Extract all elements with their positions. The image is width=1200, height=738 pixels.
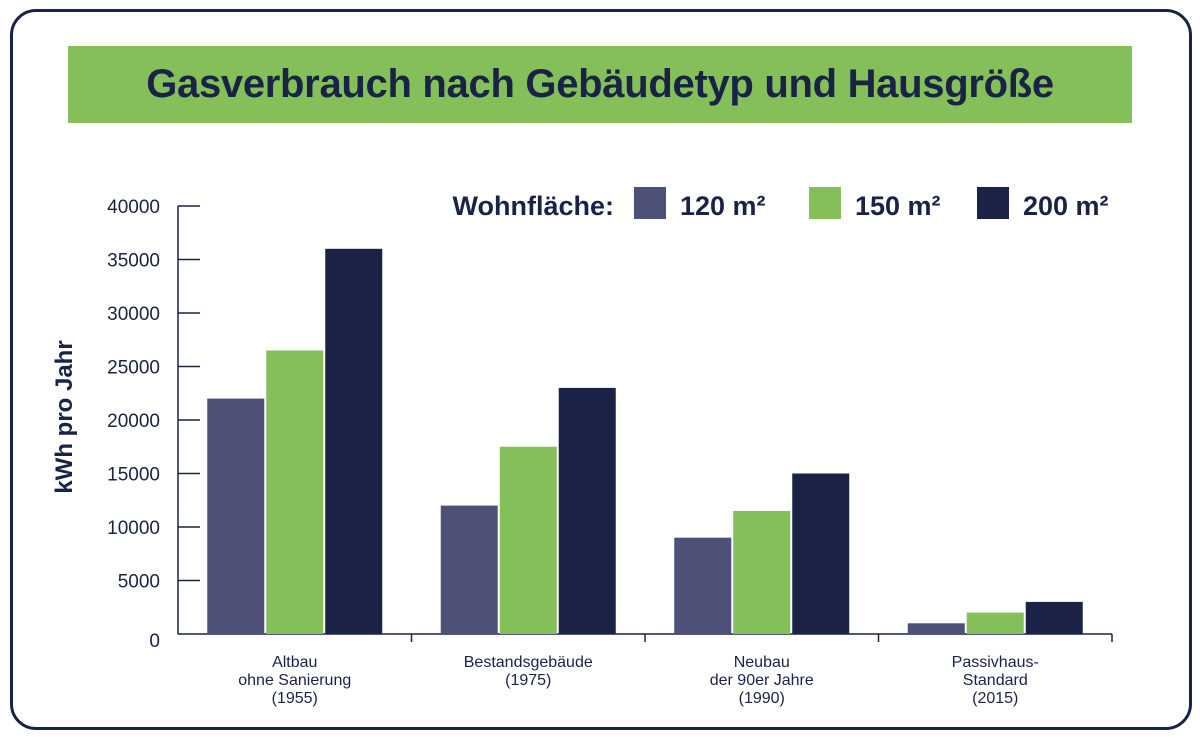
y-tick-label: 0 bbox=[149, 631, 160, 652]
bars bbox=[207, 248, 1083, 635]
legend: Wohnfläche: 120 m² 150 m² 200 m² bbox=[453, 187, 1109, 221]
legend-swatch bbox=[634, 187, 666, 219]
x-axis bbox=[178, 633, 1113, 642]
legend-title: Wohnfläche: bbox=[453, 191, 615, 221]
y-tick-label: 25000 bbox=[107, 358, 160, 379]
legend-swatch bbox=[809, 187, 841, 219]
y-tick-label: 20000 bbox=[107, 411, 160, 432]
y-tick-label: 10000 bbox=[107, 518, 160, 539]
bar bbox=[266, 350, 324, 634]
bar bbox=[325, 248, 383, 635]
title-banner: Gasverbrauch nach Gebäudetyp und Hausgrö… bbox=[68, 46, 1132, 123]
y-axis-title: kWh pro Jahr bbox=[51, 340, 78, 493]
legend-label: 200 m² bbox=[1023, 191, 1109, 221]
bar bbox=[207, 398, 265, 634]
x-category-label: Passivhaus-Standard (2015) bbox=[952, 654, 1039, 707]
category-labels: Altbau ohne Sanierung (1955) Bestandsgebäud… bbox=[238, 654, 1039, 707]
bar bbox=[733, 510, 791, 634]
bar bbox=[499, 446, 557, 634]
x-category-label: Neubau der 90er Jahre (1990) bbox=[710, 654, 814, 707]
bar bbox=[440, 505, 498, 634]
y-tick-label: 15000 bbox=[107, 465, 160, 486]
y-tick-label: 35000 bbox=[107, 251, 160, 272]
y-tick-label: 40000 bbox=[107, 197, 160, 218]
y-axis: 0 5000 10000 15000 20000 25000 30000 35000 40000 bbox=[107, 197, 200, 652]
chart-title: Gasverbrauch nach Gebäudetyp und Hausgrö… bbox=[146, 62, 1054, 106]
bar bbox=[966, 612, 1024, 634]
y-tick-label: 30000 bbox=[107, 304, 160, 325]
y-tick-label: 5000 bbox=[118, 572, 160, 593]
bar bbox=[907, 623, 965, 634]
bar bbox=[1025, 601, 1083, 634]
x-category-label: Altbau ohne Sanierung (1955) bbox=[238, 654, 351, 707]
x-category-label: Bestandsgebäude (1975) bbox=[464, 654, 593, 689]
legend-swatch bbox=[977, 187, 1009, 219]
legend-label: 120 m² bbox=[680, 191, 766, 221]
legend-label: 150 m² bbox=[855, 191, 941, 221]
bar bbox=[558, 387, 616, 634]
bar bbox=[674, 537, 732, 634]
bar bbox=[792, 473, 850, 634]
